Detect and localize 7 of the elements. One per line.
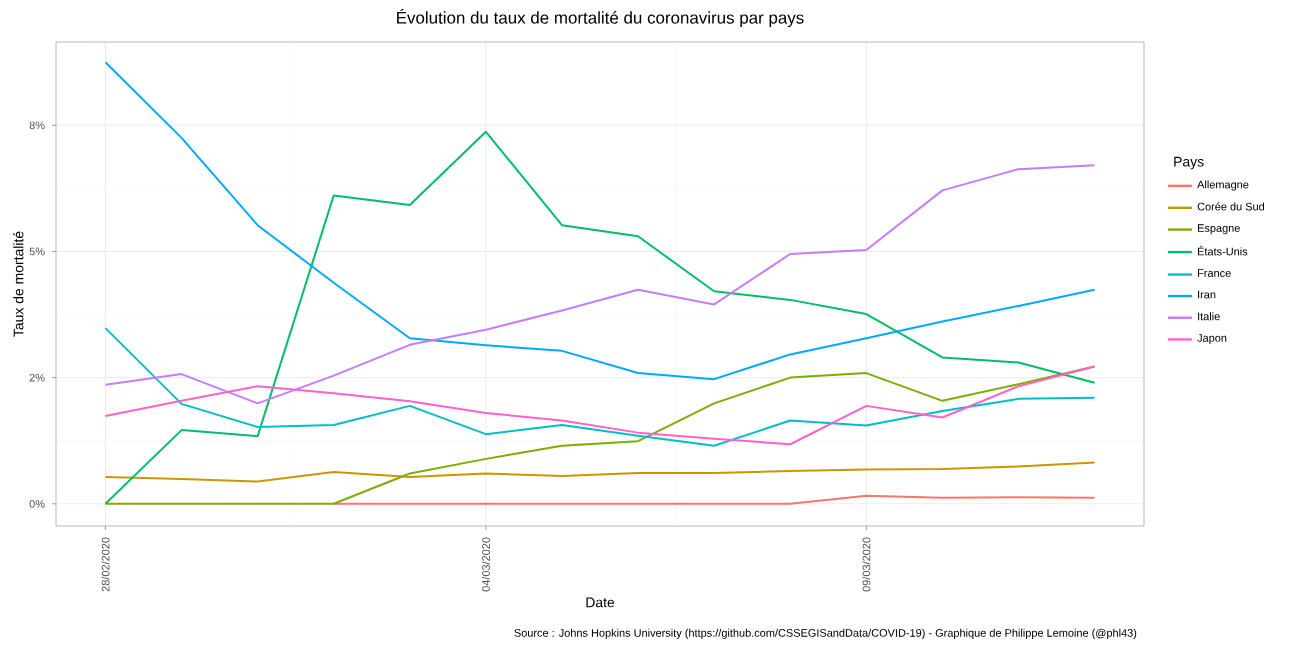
line-series xyxy=(104,327,1096,447)
line-series xyxy=(104,130,1096,505)
line-series xyxy=(104,461,1096,483)
line-series xyxy=(104,164,1096,405)
line-series xyxy=(104,365,1096,446)
line-series xyxy=(104,61,1096,381)
chart-title: Évolution du taux de mortalité du coronavirus par pays xyxy=(397,8,804,28)
